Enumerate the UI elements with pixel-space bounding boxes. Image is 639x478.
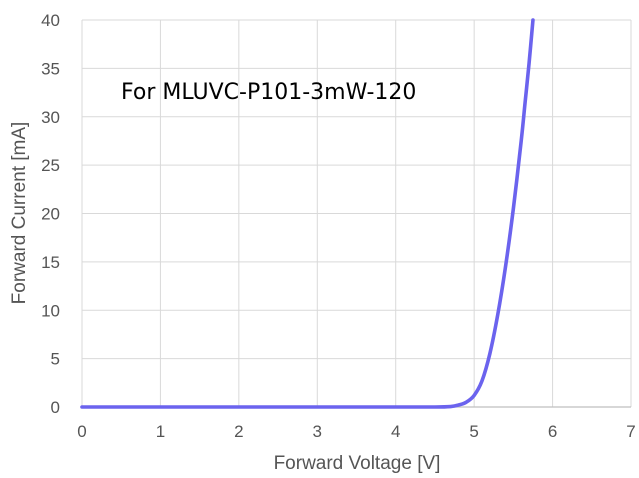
y-tick-label-1: 5 (51, 350, 60, 369)
y-axis-title: Forward Current [mA] (9, 122, 30, 305)
x-tick-label-5: 5 (469, 422, 478, 441)
x-tick-label-2: 2 (234, 422, 243, 441)
x-tick-label-6: 6 (548, 422, 557, 441)
x-tick-label-3: 3 (313, 422, 322, 441)
y-tick-label-3: 15 (41, 253, 60, 272)
series-layer (80, 18, 535, 409)
y-tick-label-6: 30 (41, 108, 60, 127)
y-tick-label-7: 35 (41, 59, 60, 78)
chart-annotation: For MLUVC-P101-3mW-120 (121, 80, 416, 105)
x-tick-label-4: 4 (391, 422, 400, 441)
x-tick-label-0: 0 (77, 422, 86, 441)
grid-lines (82, 19, 632, 407)
y-tick-label-8: 40 (41, 11, 60, 30)
tick-labels: 0 1 2 3 4 5 6 7 0 5 10 15 20 25 30 35 40 (41, 11, 636, 441)
y-tick-label-4: 20 (41, 205, 60, 224)
series-line-0 (80, 18, 535, 409)
x-tick-label-7: 7 (626, 422, 635, 441)
y-tick-label-0: 0 (51, 398, 60, 417)
x-tick-label-1: 1 (156, 422, 165, 441)
y-tick-label-2: 10 (41, 301, 60, 320)
x-axis-title: Forward Voltage [V] (274, 453, 441, 474)
y-tick-label-5: 25 (41, 156, 60, 175)
